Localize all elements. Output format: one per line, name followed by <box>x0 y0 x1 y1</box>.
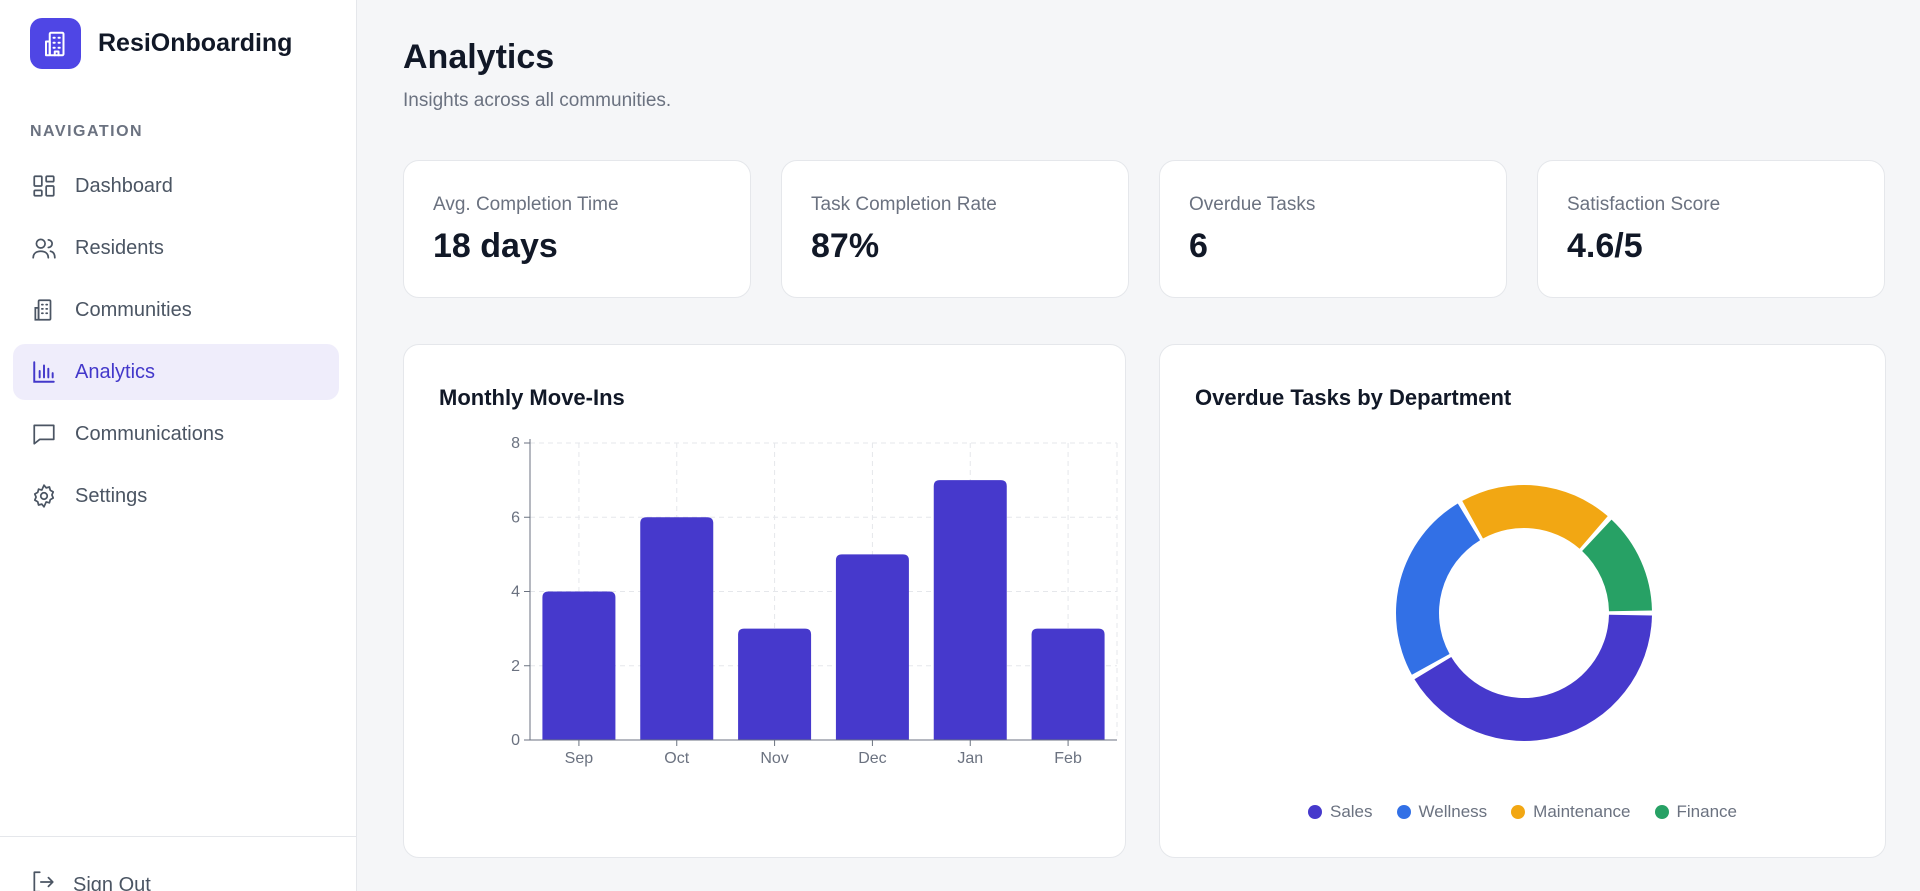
users-icon <box>30 234 58 262</box>
y-tick-label: 6 <box>511 509 520 526</box>
x-tick-label: Sep <box>565 750 594 767</box>
x-tick-label: Dec <box>858 750 886 767</box>
chart-legend: Sales Wellness Maintenance Finance <box>1160 802 1885 822</box>
overdue-by-department-card: Overdue Tasks by Department Sales Wellnes… <box>1159 344 1886 858</box>
donut-slice-wellness[interactable] <box>1396 503 1481 675</box>
building-icon <box>30 18 81 69</box>
kpi-value: 18 days <box>433 227 558 265</box>
bar[interactable] <box>835 554 909 740</box>
bar[interactable] <box>542 591 616 741</box>
legend-item[interactable]: Finance <box>1654 802 1737 822</box>
kpi-value: 4.6/5 <box>1567 227 1643 265</box>
legend-item[interactable]: Sales <box>1307 802 1373 822</box>
brand[interactable]: ResiOnboarding <box>30 18 292 69</box>
sign-out-button[interactable]: Sign Out <box>30 869 151 891</box>
y-tick-label: 0 <box>511 732 520 749</box>
donut-slice-finance[interactable] <box>1582 519 1652 612</box>
sidebar: ResiOnboarding NAVIGATION Dashboard Resi… <box>0 0 357 891</box>
x-tick-label: Jan <box>957 750 983 767</box>
x-tick-label: Feb <box>1054 750 1082 767</box>
building-icon <box>30 296 58 324</box>
legend-item[interactable]: Wellness <box>1396 802 1488 822</box>
kpi-label: Satisfaction Score <box>1567 194 1721 215</box>
x-tick-label: Nov <box>760 750 788 767</box>
sidebar-item-label: Settings <box>75 484 148 507</box>
sidebar-item-label: Dashboard <box>75 174 173 197</box>
gear-icon <box>30 482 58 510</box>
page-title: Analytics <box>403 38 555 76</box>
legend-item[interactable]: Maintenance <box>1511 802 1631 822</box>
sidebar-item-residents[interactable]: Residents <box>13 220 339 276</box>
x-tick-label: Oct <box>664 750 689 767</box>
donut-chart <box>1396 485 1652 741</box>
bar-chart-icon <box>30 358 58 386</box>
sidebar-item-label: Communications <box>75 422 224 445</box>
chart-title: Overdue Tasks by Department <box>1195 385 1512 410</box>
monthly-move-ins-card: 0 2 4 6 8 Sep Oct Nov Dec Jan Feb Monthly Move-Ins <box>403 344 1126 858</box>
kpi-card-avg-completion: Avg. Completion Time 18 days <box>403 160 751 298</box>
legend-label: Wellness <box>1418 802 1488 821</box>
chart-title: Monthly Move-Ins <box>439 385 625 410</box>
bar[interactable] <box>933 480 1007 740</box>
main-content: Analytics Insights across all communitie… <box>357 0 1920 891</box>
kpi-value: 6 <box>1189 227 1208 265</box>
sidebar-item-settings[interactable]: Settings <box>13 468 339 524</box>
legend-label: Maintenance <box>1533 802 1631 821</box>
legend-swatch <box>1511 805 1526 819</box>
kpi-label: Task Completion Rate <box>811 194 997 215</box>
sign-out-icon <box>30 869 56 891</box>
kpi-card-satisfaction: Satisfaction Score 4.6/5 <box>1537 160 1885 298</box>
sidebar-item-communications[interactable]: Communications <box>13 406 339 462</box>
donut-slice-maintenance[interactable] <box>1462 485 1608 549</box>
legend-label: Finance <box>1676 802 1737 821</box>
nav-heading: NAVIGATION <box>30 123 144 140</box>
legend-swatch <box>1654 805 1669 819</box>
legend-label: Sales <box>1329 802 1373 821</box>
y-tick-label: 2 <box>511 658 520 675</box>
kpi-card-overdue-tasks: Overdue Tasks 6 <box>1159 160 1507 298</box>
y-tick-label: 8 <box>511 435 520 452</box>
message-icon <box>30 420 58 448</box>
sidebar-item-label: Analytics <box>75 360 156 383</box>
sign-out-label: Sign Out <box>73 873 151 891</box>
legend-swatch <box>1396 805 1411 819</box>
kpi-label: Avg. Completion Time <box>433 194 619 215</box>
dashboard-icon <box>30 172 58 200</box>
sidebar-item-dashboard[interactable]: Dashboard <box>13 158 339 214</box>
page-subtitle: Insights across all communities. <box>403 90 672 111</box>
kpi-card-completion-rate: Task Completion Rate 87% <box>781 160 1129 298</box>
sidebar-item-analytics[interactable]: Analytics <box>13 344 339 400</box>
kpi-value: 87% <box>811 227 880 265</box>
sidebar-item-label: Communities <box>75 298 192 321</box>
y-tick-label: 4 <box>511 584 520 601</box>
sidebar-item-communities[interactable]: Communities <box>13 282 339 338</box>
bar[interactable] <box>640 517 714 740</box>
kpi-label: Overdue Tasks <box>1189 194 1316 215</box>
app-name: ResiOnboarding <box>98 29 293 57</box>
bar[interactable] <box>1031 628 1105 740</box>
legend-swatch <box>1307 805 1322 819</box>
donut-slice-sales[interactable] <box>1414 614 1652 741</box>
sidebar-footer: Sign Out <box>0 836 356 891</box>
sidebar-nav: Dashboard Residents Communities Analytic… <box>13 158 339 530</box>
sidebar-item-label: Residents <box>75 236 164 259</box>
bar[interactable] <box>738 628 812 740</box>
bar-chart: 0 2 4 6 8 Sep Oct Nov Dec Jan Feb <box>511 435 1118 767</box>
